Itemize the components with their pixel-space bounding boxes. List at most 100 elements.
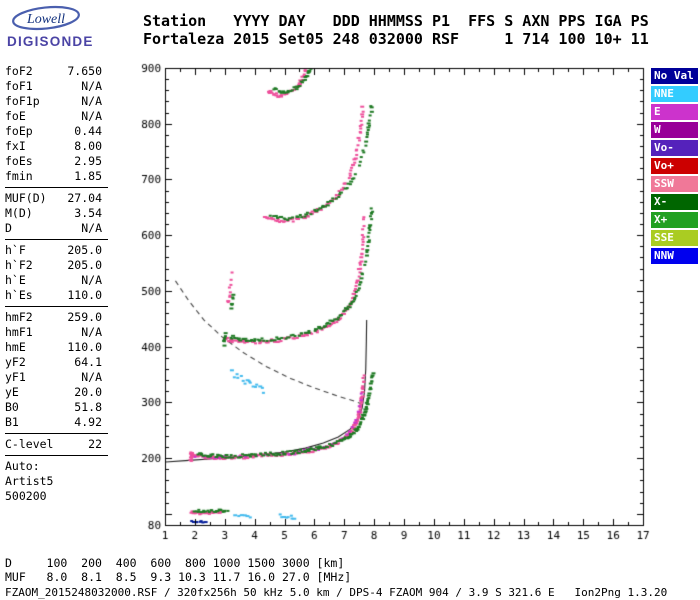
parameter-row-fxi: fxI 8.00: [5, 139, 102, 154]
parameter-label: foE: [5, 109, 26, 123]
parameter-section-6: Auto: Artist5 500200: [5, 459, 108, 507]
parameter-label: 500200: [5, 489, 47, 503]
parameter-row-h-f2: h`F2 205.0: [5, 258, 102, 273]
parameter-row-foe: foE N/A: [5, 109, 102, 124]
lowell-digisonde-logo: Lowell DIGISONDE: [6, 4, 112, 56]
parameter-value: N/A: [81, 325, 102, 339]
parameter-label: h`F: [5, 243, 26, 257]
header-column-titles: Station YYYY DAY DDD HHMMSS P1 FFS S AXN…: [143, 12, 649, 30]
parameter-label: foEp: [5, 124, 33, 138]
parameter-label: foF1p: [5, 94, 40, 108]
parameter-row-c-level: C-level 22: [5, 437, 102, 452]
parameter-label: hmE: [5, 340, 26, 354]
status-line: FZAOM_2015248032000.RSF / 320fx256h 50 k…: [5, 586, 668, 599]
legend-item-e: E: [651, 104, 698, 120]
muf-row: MUF 8.0 8.1 8.5 9.3 10.3 11.7 16.0 27.0 …: [5, 570, 352, 584]
station-header: Station YYYY DAY DDD HHMMSS P1 FFS S AXN…: [143, 12, 649, 48]
parameter-label: B1: [5, 415, 19, 429]
parameter-value: 110.0: [67, 288, 102, 302]
legend-item-nne: NNE: [651, 86, 698, 102]
parameter-row-h-f: h`F 205.0: [5, 243, 102, 258]
parameter-row-fof1: foF1 N/A: [5, 79, 102, 94]
parameter-label: B0: [5, 400, 19, 414]
parameter-row-foes: foEs 2.95: [5, 154, 102, 169]
parameter-label: MUF(D): [5, 191, 47, 205]
parameter-label: C-level: [5, 437, 54, 451]
parameter-row-hme: hmE 110.0: [5, 340, 102, 355]
parameter-value: 51.8: [74, 400, 102, 414]
parameter-row-muf-d: MUF(D) 27.04: [5, 191, 102, 206]
legend-item-vo: Vo+: [651, 158, 698, 174]
parameter-row-b0: B0 51.8: [5, 400, 102, 415]
parameter-row-500200: 500200: [5, 489, 102, 504]
parameter-row-fmin: fmin 1.85: [5, 169, 102, 184]
parameter-value: N/A: [81, 273, 102, 287]
logo-graphic: Lowell DIGISONDE: [7, 5, 94, 49]
legend-item-nnw: NNW: [651, 248, 698, 264]
parameter-value: 2.95: [74, 154, 102, 168]
parameter-value: 0.44: [74, 124, 102, 138]
logo-swoosh: [12, 5, 80, 31]
parameter-label: yF1: [5, 370, 26, 384]
parameter-value: 205.0: [67, 258, 102, 272]
ionogram-plot-canvas: [128, 56, 650, 550]
parameter-section-2: MUF(D) 27.04 M(D) 3.54 D N/A: [5, 191, 108, 240]
legend-item-vo: Vo-: [651, 140, 698, 156]
parameter-value: 205.0: [67, 243, 102, 257]
parameter-row-b1: B1 4.92: [5, 415, 102, 430]
parameter-label: hmF1: [5, 325, 33, 339]
parameter-section-3: h`F 205.0 h`F2 205.0 h`E N/A h`Es 110.0: [5, 243, 108, 307]
parameter-row-ye: yE 20.0: [5, 385, 102, 400]
parameter-row-m-d: M(D) 3.54: [5, 206, 102, 221]
parameter-value: 110.0: [67, 340, 102, 354]
parameter-label: h`Es: [5, 288, 33, 302]
parameter-value: N/A: [81, 370, 102, 384]
parameter-value: 1.85: [74, 169, 102, 183]
parameter-label: foF1: [5, 79, 33, 93]
parameter-value: 64.1: [74, 355, 102, 369]
parameter-row-h-es: h`Es 110.0: [5, 288, 102, 303]
parameter-row-yf1: yF1 N/A: [5, 370, 102, 385]
parameter-value: 3.54: [74, 206, 102, 220]
parameter-row-fof1p: foF1p N/A: [5, 94, 102, 109]
parameter-label: foEs: [5, 154, 33, 168]
legend-item-x: X-: [651, 194, 698, 210]
parameter-value: N/A: [81, 109, 102, 123]
parameter-value: 7.650: [67, 64, 102, 78]
parameter-label: Auto:: [5, 459, 40, 473]
parameter-label: h`F2: [5, 258, 33, 272]
parameter-row-foep: foEp 0.44: [5, 124, 102, 139]
parameter-section-1: foF2 7.650 foF1 N/A foF1p N/A foE N/A foEp 0.44 fx…: [5, 64, 108, 188]
legend-item-w: W: [651, 122, 698, 138]
parameter-label: yE: [5, 385, 19, 399]
parameter-value: N/A: [81, 221, 102, 235]
parameter-row-artist5: Artist5: [5, 474, 102, 489]
header-station-values: Fortaleza 2015 Set05 248 032000 RSF 1 71…: [143, 30, 649, 48]
parameter-label: fmin: [5, 169, 33, 183]
parameter-section-5: C-level 22: [5, 437, 108, 456]
legend-item-ssw: SSW: [651, 176, 698, 192]
parameter-row-yf2: yF2 64.1: [5, 355, 102, 370]
parameter-label: fxI: [5, 139, 26, 153]
parameter-label: yF2: [5, 355, 26, 369]
parameter-section-4: hmF2 259.0 hmF1 N/A hmE 110.0 yF2 64.1 yF1 N/A yE 2…: [5, 310, 108, 434]
logo-digisonde-text: DIGISONDE: [7, 34, 94, 49]
parameter-row-auto: Auto:: [5, 459, 102, 474]
parameter-label: M(D): [5, 206, 33, 220]
parameter-value: 4.92: [74, 415, 102, 429]
parameter-label: D: [5, 221, 12, 235]
parameter-label: foF2: [5, 64, 33, 78]
legend-item-x: X+: [651, 212, 698, 228]
parameter-value: 8.00: [74, 139, 102, 153]
legend-item-sse: SSE: [651, 230, 698, 246]
parameter-label: h`E: [5, 273, 26, 287]
parameter-value: 20.0: [74, 385, 102, 399]
parameter-value: 27.04: [67, 191, 102, 205]
parameter-label: Artist5: [5, 474, 54, 488]
parameter-row-h-e: h`E N/A: [5, 273, 102, 288]
parameter-value: N/A: [81, 94, 102, 108]
parameter-value: 22: [88, 437, 102, 451]
legend-item-no-val: No Val: [651, 68, 698, 84]
parameter-panel: foF2 7.650 foF1 N/A foF1p N/A foE N/A foEp 0.44 fx…: [5, 64, 115, 510]
